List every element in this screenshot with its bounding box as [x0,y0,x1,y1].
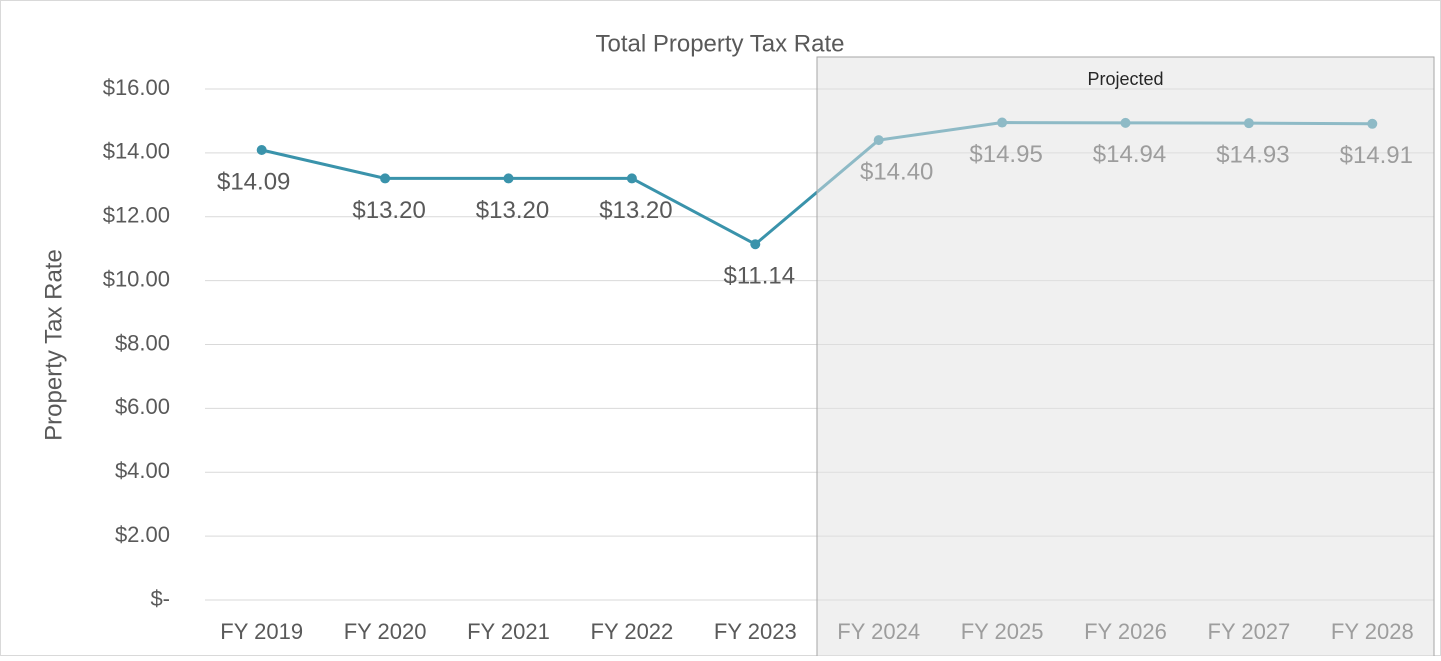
y-axis-title: Property Tax Rate [40,249,67,441]
y-tick-label: $2.00 [115,522,170,547]
point [256,145,267,156]
point [380,173,391,184]
y-tick-label: $8.00 [115,330,170,355]
x-tick-label: FY 2019 [220,619,303,644]
data-label: $13.20 [599,197,672,224]
data-label: $11.14 [723,263,795,290]
projected-label: Projected [1087,69,1163,89]
projected-region [816,56,1435,661]
y-tick-label: $6.00 [115,394,170,419]
y-tick-label: $12.00 [103,203,170,228]
data-label: $14.09 [217,168,290,195]
chart-title: Total Property Tax Rate [595,30,844,57]
point [626,173,637,184]
y-tick-label: $4.00 [115,458,170,483]
x-tick-label: FY 2023 [714,619,797,644]
data-label: $13.20 [352,197,425,224]
point [503,173,514,184]
x-tick-label: FY 2022 [591,619,674,644]
y-tick-label: $14.00 [103,139,170,164]
x-tick-label: FY 2021 [467,619,550,644]
y-tick-label: $- [150,586,170,611]
point [750,239,761,250]
x-tick-label: FY 2020 [344,619,427,644]
y-tick-label: $16.00 [103,75,170,100]
y-tick-label: $10.00 [103,266,170,291]
data-label: $13.20 [476,197,549,224]
